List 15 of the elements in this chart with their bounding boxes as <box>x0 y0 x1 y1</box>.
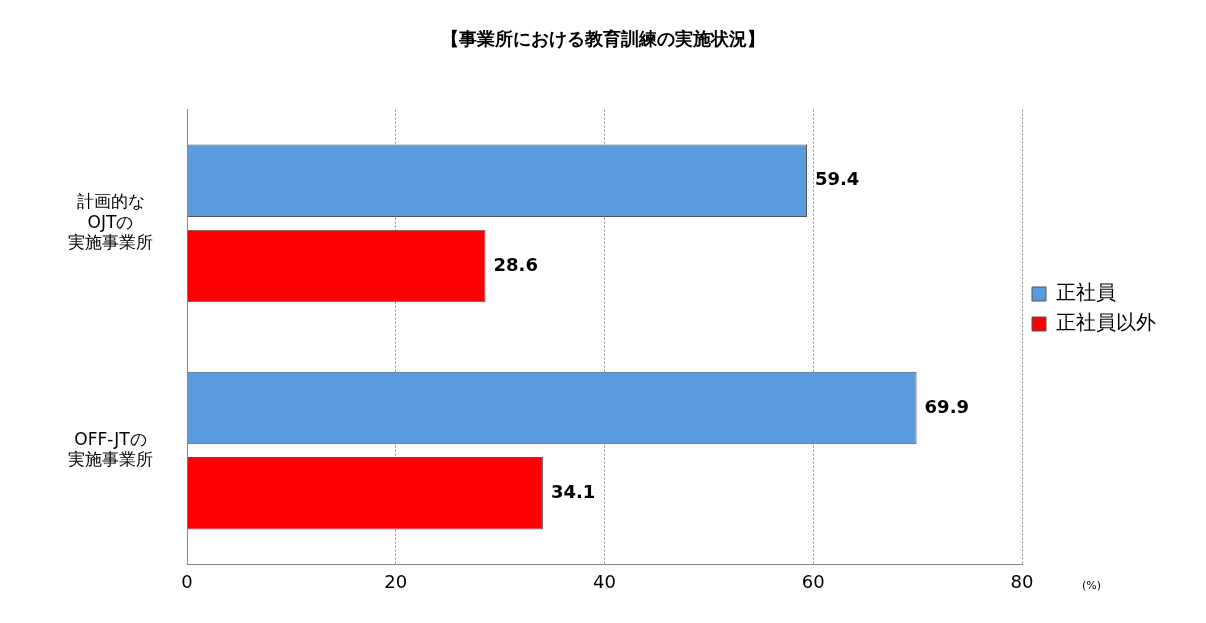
legend-label: 正社員 <box>1056 280 1116 305</box>
x-tick-label: 20 <box>384 570 408 592</box>
chart-title: 【事業所における教育訓練の実施状況】 <box>441 28 765 50</box>
y-tick-label: 計画的なOJTの実施事業所 <box>68 191 153 253</box>
legend-label: 正社員以外 <box>1056 310 1156 335</box>
x-tick-label: 80 <box>1010 570 1034 592</box>
data-label: 69.9 <box>924 395 969 417</box>
data-label: 34.1 <box>550 481 596 503</box>
x-axis-title: (%) <box>1082 579 1102 593</box>
data-label: 59.4 <box>814 168 860 190</box>
y-tick-label: OFF-JTの実施事業所 <box>68 428 153 470</box>
x-tick-label: 40 <box>593 570 616 592</box>
x-tick-label: 0 <box>181 570 193 592</box>
data-label: 28.6 <box>493 253 538 275</box>
x-tick-label: 60 <box>801 570 825 592</box>
